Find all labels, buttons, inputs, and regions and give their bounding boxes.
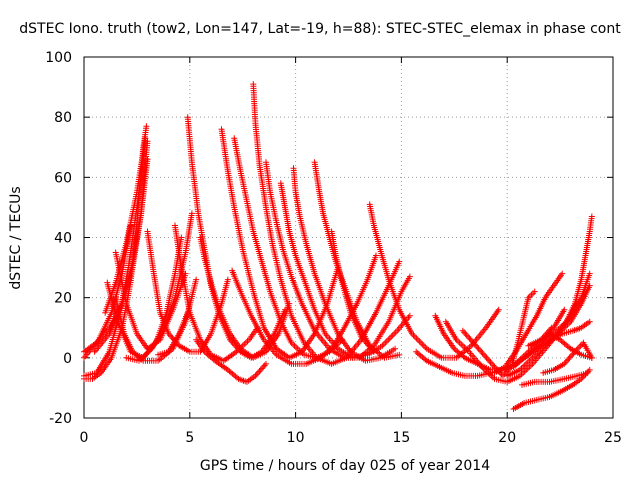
series-arc36	[546, 330, 595, 361]
series-arc37	[519, 369, 591, 388]
y-tick-label: 100	[45, 50, 72, 66]
series-arc25	[328, 228, 377, 355]
series-markers	[263, 159, 413, 361]
x-tick-label: 5	[185, 430, 194, 446]
series-arc18	[231, 135, 346, 361]
chart-title: dSTEC Iono. truth (tow2, Lon=147, Lat=-1…	[19, 21, 621, 37]
series-arc35	[540, 339, 595, 376]
series-markers	[277, 180, 413, 361]
series-markers	[328, 228, 377, 355]
x-axis-label: GPS time / hours of day 025 of year 2014	[200, 458, 490, 474]
y-axis-label: dSTEC / TECUs	[8, 186, 24, 289]
series-arc20	[250, 81, 403, 367]
y-tick-label: 60	[54, 170, 72, 186]
series-markers	[172, 222, 261, 364]
series-arc34	[525, 213, 595, 349]
series-layer	[81, 81, 595, 412]
series-arc21	[263, 159, 413, 361]
series-markers	[491, 270, 566, 376]
series-markers	[250, 81, 403, 367]
x-tick-label: 0	[80, 430, 89, 446]
x-tick-label: 20	[498, 430, 516, 446]
series-arc26	[366, 201, 502, 361]
series-arc38	[510, 366, 593, 412]
series-arc12	[155, 309, 191, 358]
series-markers	[290, 165, 399, 364]
series-markers	[155, 309, 191, 358]
series-markers	[519, 369, 591, 388]
series-arc13	[172, 222, 261, 364]
series-markers	[231, 135, 346, 361]
y-tick-label: 20	[54, 291, 72, 307]
series-markers	[546, 330, 595, 361]
series-arc22	[277, 180, 413, 361]
y-tick-label: 80	[54, 110, 72, 126]
series-arc15	[193, 336, 269, 385]
series-markers	[540, 339, 595, 376]
y-tick-label: 40	[54, 231, 72, 247]
series-markers	[510, 366, 593, 412]
series-markers	[193, 336, 269, 385]
series-arc23	[290, 165, 399, 364]
x-tick-label: 15	[392, 430, 410, 446]
series-arc31	[491, 270, 566, 376]
series-markers	[366, 201, 502, 361]
axis-ticks: 0 5 10 15 20 25 -20 0 20 40 60 80 100	[45, 50, 622, 446]
series-markers	[525, 213, 595, 349]
x-tick-label: 10	[287, 430, 305, 446]
y-tick-label: -20	[49, 411, 72, 427]
y-tick-label: 0	[63, 351, 72, 367]
x-tick-label: 25	[604, 430, 622, 446]
